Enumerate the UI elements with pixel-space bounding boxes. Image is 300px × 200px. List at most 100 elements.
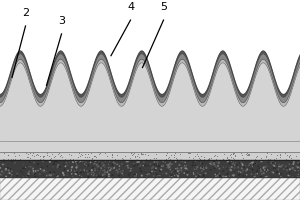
Point — [201, 167, 206, 170]
Point — [229, 159, 234, 162]
Point — [287, 174, 292, 177]
Point — [251, 163, 256, 166]
Point — [169, 175, 174, 178]
Point — [153, 152, 158, 155]
Point — [261, 166, 266, 169]
Point — [230, 152, 235, 155]
Point — [86, 156, 91, 159]
Point — [40, 155, 45, 158]
Point — [274, 154, 279, 157]
Point — [212, 166, 217, 169]
Point — [41, 154, 46, 157]
Point — [25, 152, 30, 155]
Point — [227, 162, 232, 165]
Point — [245, 152, 250, 155]
Point — [168, 161, 173, 164]
Point — [91, 171, 96, 174]
Point — [134, 173, 138, 176]
Point — [73, 172, 78, 175]
Point — [40, 158, 45, 161]
Point — [98, 175, 103, 178]
Point — [125, 164, 130, 167]
Point — [148, 171, 153, 174]
Point — [99, 162, 104, 166]
Point — [85, 169, 90, 173]
Point — [264, 154, 268, 157]
Point — [172, 153, 176, 156]
Point — [278, 152, 282, 155]
Point — [120, 157, 125, 160]
Point — [296, 175, 300, 178]
Point — [176, 172, 180, 175]
Point — [242, 165, 247, 168]
Point — [32, 172, 36, 175]
Point — [227, 168, 232, 171]
Point — [127, 159, 132, 162]
Point — [154, 167, 158, 170]
Point — [285, 153, 290, 157]
Point — [217, 167, 222, 170]
Point — [270, 159, 275, 163]
Point — [259, 175, 264, 178]
Point — [199, 169, 204, 173]
Point — [132, 163, 136, 166]
Point — [70, 159, 75, 163]
Point — [297, 163, 300, 166]
Point — [253, 162, 258, 165]
Point — [140, 152, 145, 155]
Point — [185, 160, 190, 163]
Point — [10, 159, 15, 163]
Point — [246, 154, 251, 157]
Point — [32, 161, 37, 164]
Point — [30, 153, 34, 157]
Point — [106, 173, 111, 176]
Point — [112, 166, 116, 169]
Point — [168, 174, 173, 177]
Point — [279, 175, 283, 179]
Point — [41, 174, 46, 177]
Point — [169, 154, 174, 157]
Point — [254, 154, 259, 158]
Point — [292, 160, 296, 164]
Point — [217, 174, 222, 177]
Point — [48, 170, 52, 174]
Point — [161, 164, 166, 167]
Point — [86, 175, 91, 179]
Point — [229, 159, 233, 162]
Point — [160, 172, 165, 175]
Point — [62, 162, 67, 165]
Point — [174, 173, 179, 176]
Point — [39, 166, 44, 170]
Point — [216, 159, 221, 162]
Point — [218, 175, 223, 178]
Point — [90, 166, 95, 169]
Point — [277, 172, 282, 175]
Point — [26, 174, 30, 177]
Point — [81, 159, 85, 163]
Point — [230, 174, 235, 177]
Point — [275, 165, 280, 168]
Point — [264, 151, 269, 154]
Point — [160, 165, 164, 168]
Point — [105, 171, 110, 174]
Point — [36, 154, 40, 157]
Point — [119, 163, 124, 166]
Point — [286, 173, 291, 176]
Point — [61, 172, 65, 175]
Point — [86, 164, 91, 167]
Point — [89, 169, 94, 172]
Point — [109, 153, 114, 156]
Point — [282, 151, 287, 155]
Point — [201, 174, 206, 178]
Point — [240, 163, 245, 166]
Point — [145, 151, 150, 154]
Point — [286, 155, 291, 158]
Point — [258, 168, 263, 171]
Point — [236, 167, 241, 170]
Point — [264, 170, 269, 173]
Point — [191, 161, 196, 164]
Point — [74, 166, 79, 169]
Point — [100, 173, 105, 176]
Point — [204, 164, 208, 168]
Point — [185, 171, 190, 174]
